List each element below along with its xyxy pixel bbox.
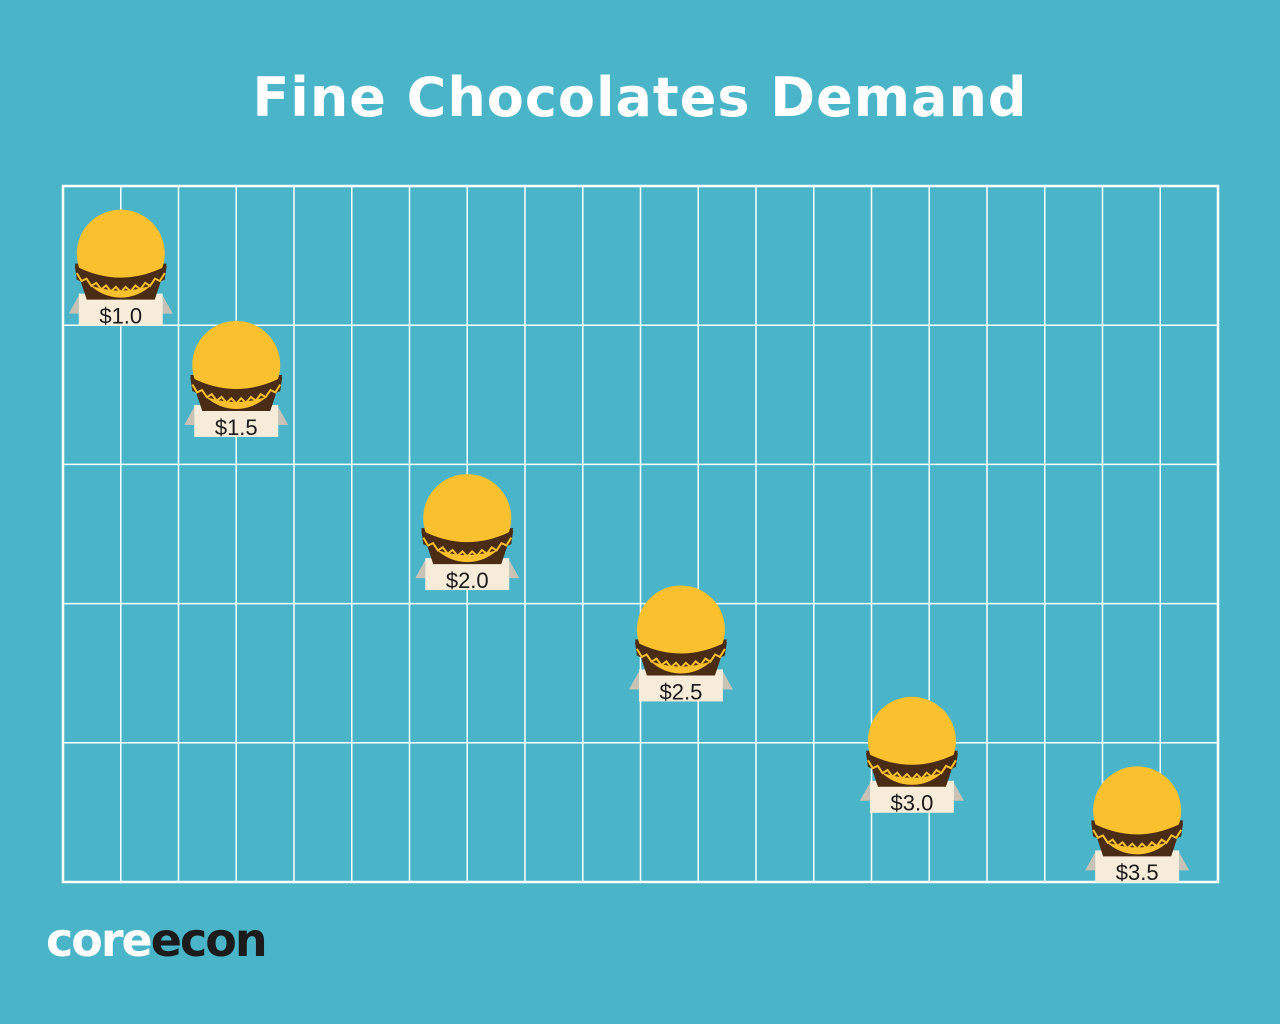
price-label: $1.5: [215, 415, 258, 440]
label-fold-left: [68, 295, 79, 314]
label-fold-left: [415, 560, 426, 579]
chocolate-point: $2.5: [628, 585, 733, 704]
price-label: $1.0: [99, 303, 142, 328]
chart-marks: $1.0 $1.5 $2.0 $2.5 $3.0 $3.5: [68, 209, 1190, 885]
price-label: $2.0: [446, 568, 489, 593]
label-fold-left: [628, 671, 639, 690]
price-label: $2.5: [660, 679, 703, 704]
chart-title: Fine Chocolates Demand: [252, 66, 1028, 129]
label-fold-right: [1179, 852, 1190, 871]
coreecon-logo: coreecon: [46, 910, 268, 970]
logo-core: core: [46, 913, 153, 967]
wrapper-zigzag: [191, 383, 282, 405]
chocolate-point: $3.0: [859, 696, 964, 816]
wrapper-zigzag: [422, 537, 513, 559]
chocolate-point: $1.5: [184, 320, 289, 440]
chocolate-point: $1.0: [68, 209, 173, 328]
logo-econ: econ: [150, 913, 268, 967]
wrapper-zigzag: [1092, 829, 1183, 851]
chocolate-point: $3.5: [1085, 766, 1190, 885]
label-fold-right: [278, 406, 289, 425]
label-fold-right: [162, 295, 173, 314]
plot-border: [61, 184, 1220, 884]
label-fold-left: [1085, 852, 1096, 871]
label-fold-right: [953, 782, 964, 801]
label-fold-right: [509, 560, 520, 579]
chart-grid: [61, 184, 1220, 884]
wrapper-zigzag: [867, 759, 957, 781]
label-fold-left: [859, 782, 870, 801]
wrapper-zigzag: [636, 648, 726, 670]
label-fold-left: [184, 406, 195, 425]
price-label: $3.5: [1116, 860, 1159, 885]
chocolate-point: $2.0: [415, 474, 520, 593]
label-fold-right: [722, 671, 733, 690]
price-label: $3.0: [891, 791, 934, 816]
wrapper-zigzag: [75, 272, 166, 294]
